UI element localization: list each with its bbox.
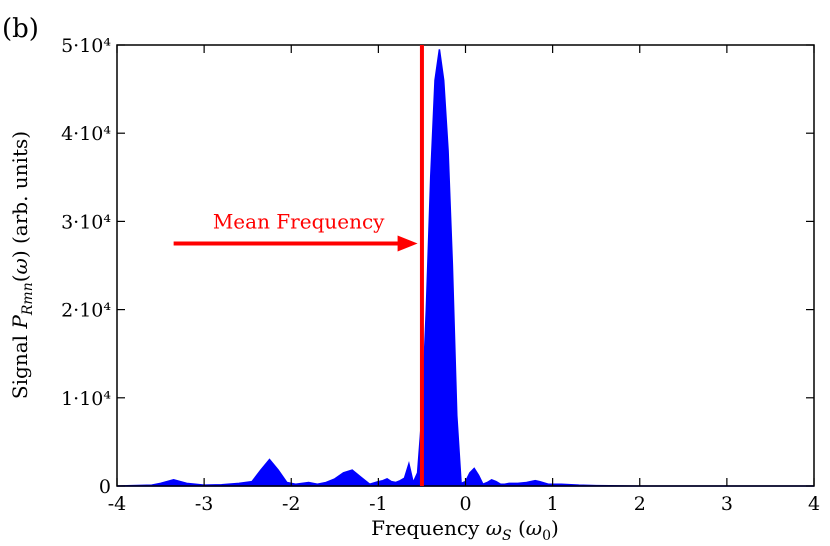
y-axis-label: Signal PRmn(ω) (arb. units) (8, 131, 36, 399)
x-tick-label: 3 (721, 493, 733, 515)
y-tick-label: 4·10⁴ (61, 123, 111, 145)
arrow-head (397, 235, 418, 252)
x-tick-label: 1 (547, 493, 559, 515)
x-axis-label: Frequency ωS (ω0) (371, 516, 559, 544)
y-tick-label: 5·10⁴ (61, 35, 111, 57)
axis-ticks (116, 44, 815, 487)
mean-frequency-arrow (173, 235, 418, 252)
y-tick-label: 0 (99, 476, 111, 498)
x-tick-labels: -4 -3 -2 -1 0 1 2 3 4 (108, 493, 820, 515)
y-tick-labels: 0 1·10⁴ 2·10⁴ 3·10⁴ 4·10⁴ 5·10⁴ (61, 35, 111, 498)
y-tick-label: 3·10⁴ (61, 211, 111, 233)
x-tick-label: -2 (282, 493, 301, 515)
x-tick-label: 4 (808, 493, 820, 515)
x-tick-label: -4 (108, 493, 127, 515)
y-tick-label: 2·10⁴ (61, 300, 111, 322)
signal-area (116, 49, 814, 487)
mean-frequency-label: Mean Frequency (213, 209, 385, 233)
x-tick-label: -1 (369, 493, 388, 515)
plot-frame (116, 44, 815, 487)
panel-label: (b) (2, 14, 39, 44)
x-tick-label: 0 (459, 493, 471, 515)
x-tick-label: 2 (634, 493, 646, 515)
y-tick-label: 1·10⁴ (61, 388, 111, 410)
x-tick-label: -3 (195, 493, 214, 515)
